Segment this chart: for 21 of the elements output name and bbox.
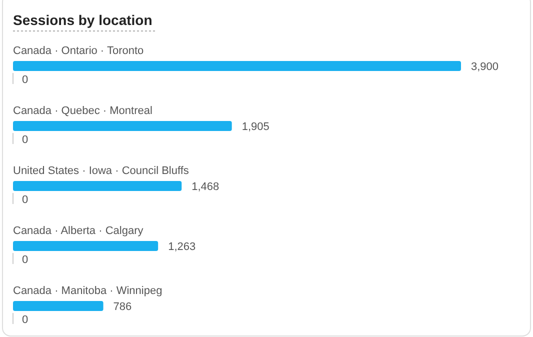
data-label: 786 xyxy=(113,301,132,313)
bar xyxy=(13,61,461,71)
annotation: 0 xyxy=(22,194,28,206)
annotation: 0 xyxy=(22,74,28,86)
bar xyxy=(13,121,232,131)
chart-title: Sessions by location xyxy=(13,12,152,28)
y-tick-label: Canada · Manitoba · Winnipeg xyxy=(13,285,162,297)
data-label: 1,263 xyxy=(168,241,196,253)
annotation: 0 xyxy=(22,254,28,266)
bar xyxy=(13,181,182,191)
bar xyxy=(13,241,158,251)
y-tick-label: Canada · Ontario · Toronto xyxy=(13,45,144,57)
annotation: 0 xyxy=(22,134,28,146)
data-label: 3,900 xyxy=(471,61,499,73)
data-label: 1,468 xyxy=(192,181,220,193)
data-label: 1,905 xyxy=(242,121,270,133)
y-tick-label: Canada · Quebec · Montreal xyxy=(13,105,152,117)
bar xyxy=(13,301,104,311)
y-tick-label: Canada · Alberta · Calgary xyxy=(13,225,144,237)
y-tick-label: United States · Iowa · Council Bluffs xyxy=(13,165,190,177)
annotation: 0 xyxy=(22,314,28,326)
